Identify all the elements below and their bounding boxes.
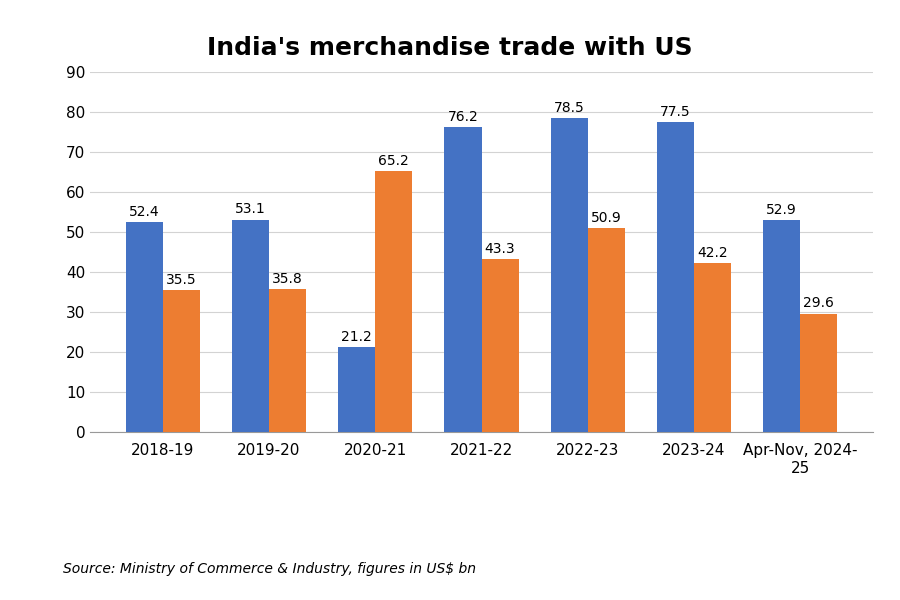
Text: 53.1: 53.1: [235, 202, 266, 217]
Text: 35.8: 35.8: [272, 272, 303, 286]
Text: 77.5: 77.5: [660, 105, 690, 119]
Bar: [800, 314, 837, 432]
Bar: [588, 229, 625, 432]
Bar: [375, 171, 412, 432]
Bar: [338, 347, 375, 432]
Text: 21.2: 21.2: [341, 330, 372, 344]
Text: India's merchandise trade with US: India's merchandise trade with US: [207, 36, 693, 60]
Bar: [232, 220, 269, 432]
Text: 35.5: 35.5: [166, 273, 197, 287]
Bar: [445, 127, 482, 432]
Bar: [657, 122, 694, 432]
Bar: [269, 289, 306, 432]
Bar: [482, 259, 518, 432]
Text: 52.4: 52.4: [129, 205, 159, 219]
Bar: [163, 290, 200, 432]
Text: 42.2: 42.2: [698, 246, 728, 260]
Bar: [694, 263, 731, 432]
Text: 65.2: 65.2: [379, 154, 410, 168]
Bar: [551, 118, 588, 432]
Text: 50.9: 50.9: [591, 211, 622, 225]
Text: 78.5: 78.5: [554, 101, 584, 115]
Text: Source: Ministry of Commerce & Industry, figures in US$ bn: Source: Ministry of Commerce & Industry,…: [63, 562, 476, 576]
Text: 52.9: 52.9: [766, 203, 797, 217]
Text: 76.2: 76.2: [447, 110, 478, 124]
Text: 43.3: 43.3: [485, 242, 516, 256]
Bar: [763, 220, 800, 432]
Bar: [126, 223, 163, 432]
Text: 29.6: 29.6: [804, 296, 834, 310]
